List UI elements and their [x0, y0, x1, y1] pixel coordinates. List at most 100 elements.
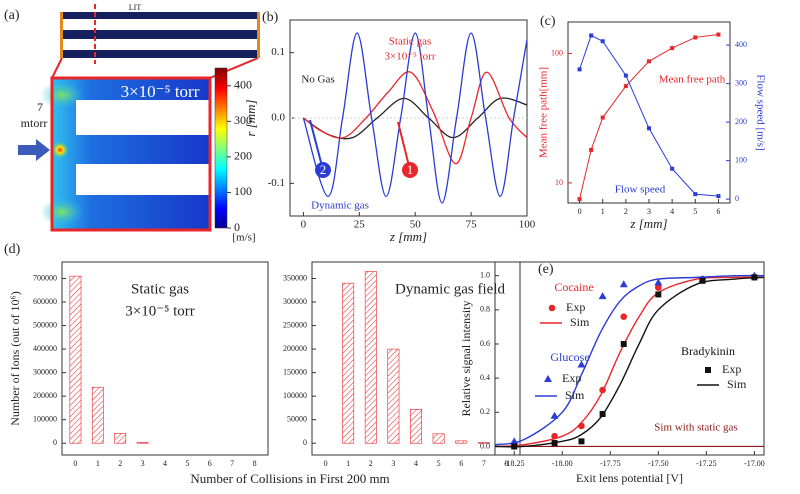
marker — [578, 422, 585, 430]
marker — [510, 437, 519, 445]
series-line — [579, 34, 719, 200]
colorbar-tick-label: 300 — [234, 113, 252, 127]
y-tick-label: 0.0 — [271, 112, 285, 124]
inlet-label: mtorr — [21, 116, 48, 130]
y-tick-label: 250000 — [283, 320, 307, 329]
annotation: 3×10⁻⁵ torr — [125, 303, 195, 319]
y-tick-label: 0.0 — [480, 441, 490, 450]
x-tick-label: 4 — [414, 459, 418, 468]
colorbar-tick-label: 0 — [234, 220, 240, 234]
marker — [655, 284, 662, 291]
marker — [578, 438, 585, 445]
colorbar-tick-label: 400 — [234, 78, 252, 92]
sim-line — [494, 276, 765, 448]
zoom-line — [51, 57, 63, 79]
marker — [620, 340, 627, 347]
y-tick-label: 0 — [303, 438, 307, 447]
y-tick-label: 0.4 — [480, 373, 490, 382]
y-axis-label: Mean free path[mm] — [538, 67, 550, 158]
x-tick-label: 7 — [482, 459, 486, 468]
x-tick-label: 75 — [466, 219, 478, 231]
x-tick-label: 1 — [601, 207, 605, 216]
marker — [620, 313, 628, 320]
x-tick-label: -17.50 — [648, 459, 669, 468]
x-tick-label: 6 — [459, 459, 463, 468]
series-line — [303, 71, 528, 165]
panel-label: (a) — [4, 8, 20, 23]
marker — [623, 73, 628, 78]
y-tick-label: 300000 — [283, 297, 307, 306]
legend-label: Exp — [566, 300, 585, 314]
x-tick-label: 5 — [185, 459, 189, 468]
series-label: Mean free path — [659, 74, 726, 86]
bar — [114, 433, 127, 444]
x-tick-label: -17.75 — [600, 459, 621, 468]
badge-label: 1 — [407, 162, 414, 177]
heatmap-frame — [50, 76, 212, 232]
marker — [511, 443, 518, 450]
y-tick-label: 0 — [53, 438, 57, 447]
x-tick-label: 4 — [670, 207, 674, 216]
series-line — [302, 32, 528, 204]
plot-frame — [61, 261, 269, 456]
marker — [550, 411, 559, 419]
electrode — [76, 100, 210, 135]
marker — [589, 33, 594, 38]
y-tick-label: 300000 — [33, 367, 57, 376]
x-tick-label: 2 — [369, 459, 373, 468]
y-tick-label: 600000 — [33, 297, 57, 306]
panel-label: (e) — [538, 262, 554, 277]
end-cap — [60, 12, 63, 58]
y-tick-label: 100000 — [33, 415, 57, 424]
x-tick-label: -18.00 — [552, 459, 573, 468]
y-tick-label: 10 — [555, 178, 563, 187]
badge — [315, 162, 331, 178]
marker — [716, 32, 721, 37]
flow-panel: (a) LIT 3×10⁻⁵ torr 7 mtorr [m/s] — [4, 3, 260, 244]
inlet-arrow — [18, 139, 50, 161]
y-tick-label: -0.1 — [268, 177, 285, 189]
bar — [69, 275, 82, 444]
bar — [387, 348, 400, 444]
y-tick-label: 100 — [551, 48, 563, 57]
x-axis-label: Exit lens potential [V] — [576, 471, 683, 485]
marker — [599, 411, 606, 418]
legend-title: Glucose — [550, 350, 589, 364]
lit-schematic — [62, 12, 258, 58]
x-tick-label: 6 — [208, 459, 212, 468]
bar — [342, 282, 355, 444]
plot-frame — [311, 261, 521, 456]
x-tick-label: 2 — [118, 459, 122, 468]
marker — [647, 126, 651, 131]
legend-label: Sim — [727, 377, 747, 391]
y-tick-label: 50000 — [287, 415, 307, 424]
marker — [647, 59, 651, 64]
x-tick-label: 1 — [96, 459, 100, 468]
series-label: No Gas — [301, 74, 334, 86]
plot-frame — [494, 261, 765, 456]
legend-marker — [705, 367, 711, 373]
bar — [432, 433, 445, 444]
marker — [551, 432, 558, 440]
x-tick-label: 3 — [391, 459, 395, 468]
x-tick-label: 8 — [253, 459, 257, 468]
series-label: Static gas — [389, 36, 431, 48]
y2-tick-label: 300 — [735, 78, 747, 87]
x-tick-label: 0 — [578, 207, 582, 216]
bar — [455, 440, 468, 444]
pressure-label: 3×10⁻⁵ torr — [121, 82, 200, 101]
x-tick-label: 100 — [519, 219, 536, 231]
x-tick-label: -17.00 — [744, 459, 765, 468]
bar — [364, 271, 377, 444]
x-tick-label: -17.25 — [696, 459, 717, 468]
y-tick-label: 100000 — [283, 391, 307, 400]
x-tick-label: 5 — [693, 207, 697, 216]
marker — [577, 67, 582, 72]
electrode — [62, 19, 258, 30]
x-tick-label: 0 — [73, 459, 77, 468]
y2-tick-label: 0 — [735, 194, 739, 203]
annotation: Dynamic gas field — [395, 281, 505, 297]
marker — [598, 292, 607, 300]
x-tick-label: 4 — [163, 459, 167, 468]
